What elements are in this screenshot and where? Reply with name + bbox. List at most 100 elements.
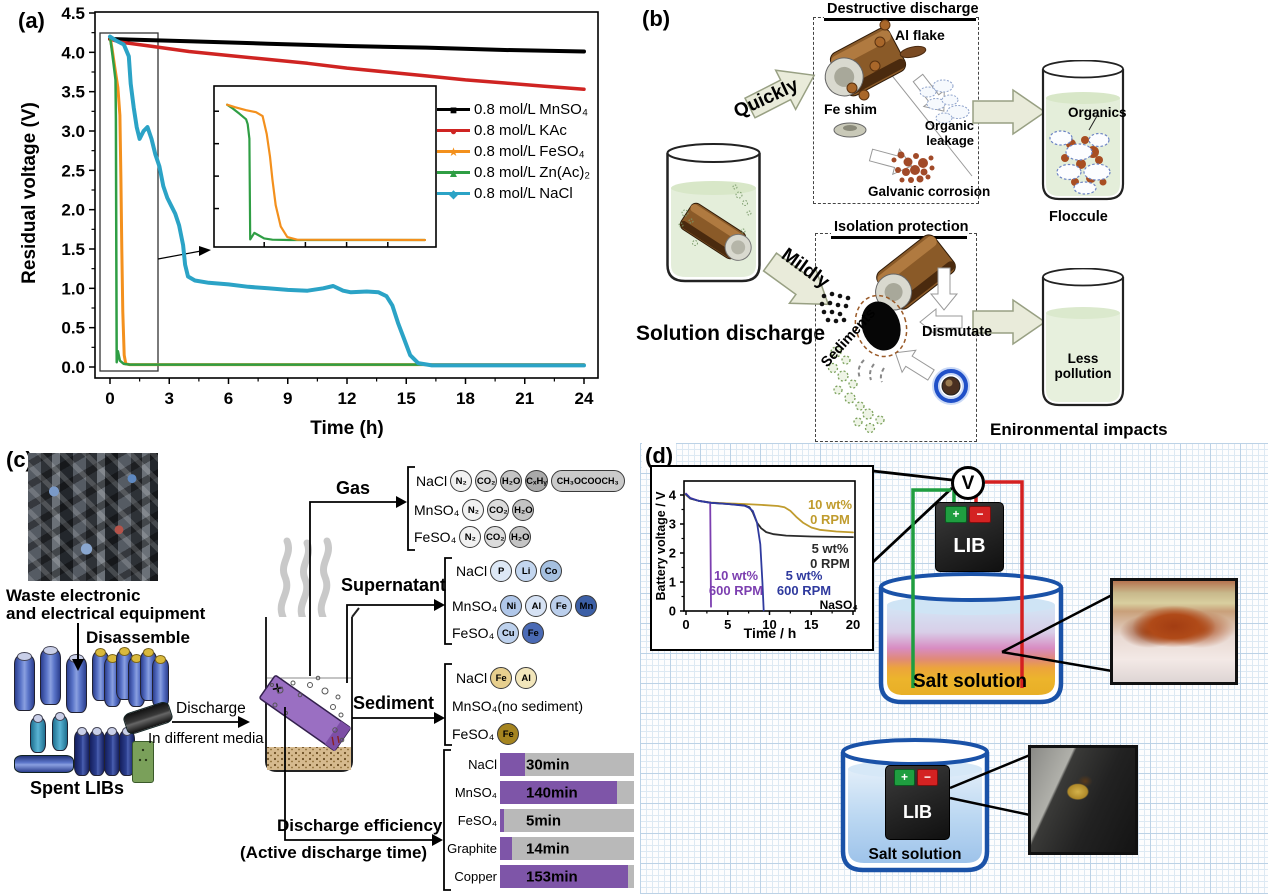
species-chip: P: [490, 560, 513, 582]
positive-terminal: +: [894, 769, 915, 786]
disassemble-arrow: [72, 623, 84, 671]
inset-arrow-line: [157, 250, 202, 260]
species-chip: N₂: [450, 470, 473, 492]
green-wire: [911, 488, 951, 688]
supernatant-row: MnSO₄ Ni Al Fe Mn: [452, 594, 598, 618]
legend-label: 0.8 mol/L MnSO₄: [474, 101, 588, 118]
svg-text:0: 0: [682, 617, 689, 632]
supernatant-line: [346, 599, 445, 683]
species-chip: Mn: [575, 595, 598, 617]
legend-item: ★ 0.8 mol/L FeSO₄: [437, 141, 590, 162]
efficiency-subtitle: (Active discharge time): [240, 843, 428, 862]
svg-text:4: 4: [669, 488, 677, 503]
svg-text:2: 2: [669, 546, 676, 561]
legend-item: ◆ 0.8 mol/L NaCl: [437, 183, 590, 204]
bar-track: 140min: [500, 781, 634, 804]
battery-cell: [152, 655, 169, 708]
disassemble-label: Disassemble: [86, 628, 190, 647]
bar-value: 14min: [526, 840, 570, 857]
voltmeter: V: [951, 466, 985, 500]
efficiency-title: Discharge efficiency: [277, 816, 443, 835]
steam: [277, 537, 332, 623]
panel-a: 0 3 6 9 12 15 18 21 24 0.0 0.5 1.0 1.5 2.0 2.5 3.0 3.5 4.…: [0, 0, 628, 445]
supernatant-row: FeSO₄ Cu Fe: [452, 621, 545, 645]
corroded-battery-photo: [1028, 745, 1138, 855]
gas-label: Gas: [336, 478, 371, 498]
polymer-chains: [827, 346, 885, 434]
less-pollution-label: Less pollution: [1054, 351, 1112, 381]
red-wire: [985, 480, 1024, 688]
sediment-row: FeSO₄ Fe: [452, 722, 520, 746]
star-marker-icon: ★: [448, 144, 459, 159]
salt-solution-label-bottom: Salt solution: [868, 846, 962, 863]
legend-line: ■: [437, 104, 470, 116]
discharge-label: Discharge: [176, 700, 246, 717]
panel-c: (c) Waste electronic and electrical equi…: [0, 445, 640, 894]
photo-callout: [949, 796, 1031, 817]
svg-text:0.0: 0.0: [61, 358, 85, 377]
organics-pointer: [1088, 115, 1098, 131]
bar-value: 153min: [526, 868, 578, 885]
waste-label-line1: Waste electronic: [6, 586, 141, 605]
species-chip: Fe: [550, 595, 573, 617]
isolation-protection-title: Isolation protection: [831, 219, 969, 239]
panel-d: (d): [640, 443, 1268, 894]
to-less-pollution-arrow: [972, 298, 1047, 346]
circuit-board: [132, 741, 154, 783]
svg-text:1.5: 1.5: [61, 240, 85, 259]
salt-beaker-top: [878, 572, 1064, 705]
negative-terminal: −: [917, 769, 938, 786]
panel-a-label: (a): [18, 8, 45, 33]
svg-text:18: 18: [456, 389, 475, 408]
dismutate-label: Dismutate: [922, 324, 993, 340]
battery-cell: [52, 712, 68, 751]
bubbles: [270, 675, 345, 743]
legend-label: 0.8 mol/L NaCl: [474, 185, 573, 202]
bar-track: 14min: [500, 837, 634, 860]
species-chip: H₂O: [500, 470, 523, 492]
lib-label: LIB: [903, 802, 932, 822]
salt-tag: NaSO₄: [819, 598, 858, 612]
x-axis-title: Time (h): [310, 418, 384, 439]
svg-text:2.0: 2.0: [61, 201, 85, 220]
battery-cell-lying: [14, 755, 74, 773]
gas-row: MnSO₄ N₂ CO₂ H₂O: [414, 498, 535, 522]
white-arrow-up-left: [894, 349, 935, 381]
bar-value: 30min: [526, 756, 570, 773]
legend-line: ◆: [437, 188, 470, 200]
less-pollution-beaker: [1041, 268, 1125, 407]
inset-chart: [213, 85, 437, 249]
photo-callout: [949, 753, 1031, 790]
divider-line: [885, 67, 973, 177]
solution-beaker: [666, 143, 761, 283]
svg-text:6: 6: [224, 389, 233, 408]
species-chip: H₂O: [512, 499, 535, 521]
battery-voltage-chart-box: 0 5 10 15 20 0 1 2 3 4 Battery voltage / V Time /…: [650, 465, 874, 651]
svg-text:3: 3: [669, 517, 676, 532]
bar-value: 140min: [526, 784, 578, 801]
residual-voltage-chart: 0 3 6 9 12 15 18 21 24 0.0 0.5 1.0 1.5 2.0 2.5 3.0 3.5 4.…: [61, 4, 599, 408]
lib-battery-top: + − LIB: [935, 502, 1004, 572]
triangle-marker-icon: ▲: [447, 165, 460, 180]
legend-label: 0.8 mol/L KAc: [474, 122, 567, 139]
organic-leakage-label: Organic leakage: [924, 118, 974, 148]
panel-d-label: (d): [642, 443, 677, 469]
svg-text:0: 0: [105, 389, 114, 408]
floccule-photo: [1110, 578, 1238, 685]
row-name: MnSO₄: [452, 598, 498, 614]
bar-category: Graphite: [447, 841, 497, 856]
legend-item: ● 0.8 mol/L KAc: [437, 120, 590, 141]
row-name: NaCl: [416, 473, 448, 489]
x-axis-title: Time / h: [743, 625, 797, 641]
bubbles: [678, 184, 752, 246]
sediment-label: Sediment: [353, 693, 435, 713]
panel-b: (b) Solution discharge Destructive di: [628, 0, 1268, 445]
svg-text:3.0: 3.0: [61, 122, 85, 141]
discharge-arrow: [172, 716, 250, 728]
species-chip: Fe: [490, 667, 513, 689]
species-chip: N₂: [459, 526, 482, 548]
svg-text:5: 5: [724, 617, 731, 632]
spent-libs-label: Spent LIBs: [30, 778, 125, 798]
battery-cell: [30, 714, 46, 753]
